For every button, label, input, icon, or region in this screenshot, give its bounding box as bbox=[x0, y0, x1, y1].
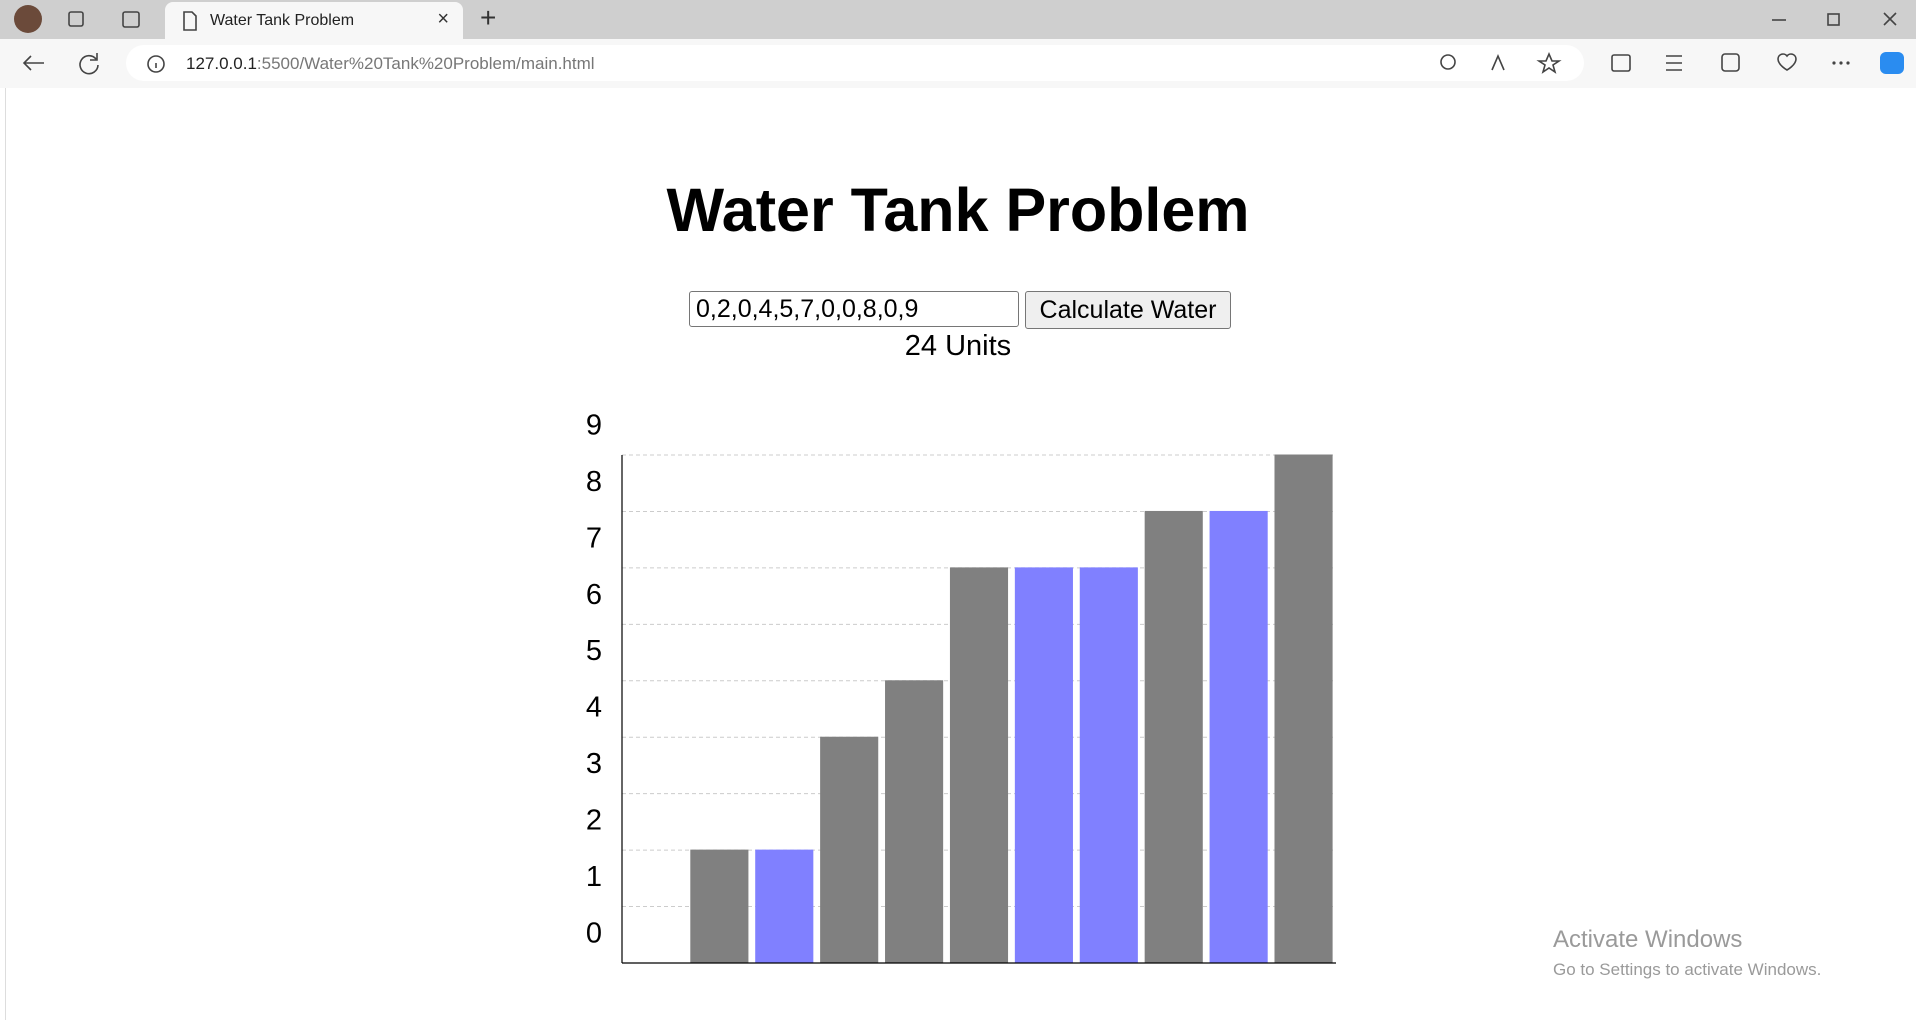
calculate-button[interactable]: Calculate Water bbox=[1025, 291, 1231, 329]
y-tick-label: 5 bbox=[586, 635, 602, 667]
heights-input[interactable] bbox=[689, 291, 1019, 327]
refresh[interactable] bbox=[79, 53, 99, 75]
favorites[interactable] bbox=[1666, 55, 1682, 71]
profile-avatar[interactable] bbox=[14, 5, 42, 33]
url-box[interactable]: 127.0.0.1:5500/Water%20Tank%20Problem/ma… bbox=[126, 45, 1584, 81]
y-tick-label: 3 bbox=[586, 748, 602, 780]
y-tick-label: 0 bbox=[586, 917, 602, 949]
url-host: 127.0.0.1 bbox=[186, 54, 257, 73]
y-tick-label: 2 bbox=[586, 805, 602, 837]
bar bbox=[820, 736, 879, 964]
zoom[interactable] bbox=[1440, 54, 1456, 70]
site-info[interactable] bbox=[146, 54, 166, 74]
restore[interactable] bbox=[1827, 13, 1840, 26]
page-title: Water Tank Problem bbox=[666, 176, 1250, 244]
y-tick-label: 4 bbox=[586, 692, 602, 724]
url-path: :5500/Water%20Tank%20Problem/main.html bbox=[256, 54, 595, 73]
bar bbox=[949, 567, 1009, 964]
bar bbox=[1014, 567, 1073, 964]
y-tick-label: 7 bbox=[586, 522, 602, 554]
bar bbox=[1144, 510, 1203, 964]
y-tick-label: 6 bbox=[586, 579, 602, 611]
back[interactable] bbox=[22, 55, 44, 71]
tab[interactable]: Water Tank Problem × bbox=[165, 2, 463, 39]
watermark-title: Activate Windows bbox=[1553, 926, 1743, 953]
y-tick-label: 8 bbox=[586, 466, 602, 498]
nav-icons bbox=[22, 53, 99, 75]
performance[interactable] bbox=[1777, 53, 1797, 71]
bar bbox=[690, 849, 749, 964]
collections[interactable] bbox=[1721, 53, 1740, 72]
tab-title: Water Tank Problem bbox=[210, 12, 355, 29]
y-tick-label: 9 bbox=[586, 409, 602, 441]
url-actions bbox=[1440, 51, 1562, 74]
address-bar: 127.0.0.1:5500/Water%20Tank%20Problem/ma… bbox=[0, 39, 1916, 88]
toolbar-icons bbox=[1611, 52, 1904, 74]
watermark-subtitle: Go to Settings to activate Windows. bbox=[1553, 960, 1822, 979]
bar bbox=[885, 680, 944, 964]
bar bbox=[755, 849, 814, 964]
y-tick-label: 1 bbox=[586, 861, 602, 893]
workspaces-icon[interactable] bbox=[68, 11, 84, 27]
read-aloud[interactable] bbox=[1491, 53, 1505, 71]
favorite[interactable] bbox=[1536, 51, 1562, 74]
bar bbox=[1274, 454, 1333, 964]
new-tab[interactable]: + bbox=[480, 2, 497, 33]
bar bbox=[1079, 567, 1138, 964]
copilot[interactable] bbox=[1880, 52, 1904, 74]
result: 24 Units bbox=[904, 330, 1012, 362]
tab-favicon bbox=[183, 11, 197, 31]
tab-bar-icons bbox=[14, 5, 140, 33]
bar bbox=[1209, 510, 1268, 964]
tab-bar: Water Tank Problem × + bbox=[0, 0, 1916, 39]
chart: 0 1 2 3 4 5 6 7 8 9 bbox=[586, 409, 1336, 964]
split-screen[interactable] bbox=[1611, 54, 1631, 72]
url: 127.0.0.1:5500/Water%20Tank%20Problem/ma… bbox=[186, 54, 595, 74]
tab-close[interactable]: × bbox=[437, 8, 449, 30]
window-controls bbox=[1772, 12, 1897, 26]
close[interactable] bbox=[1883, 12, 1897, 26]
tab-actions-icon[interactable] bbox=[122, 11, 140, 28]
